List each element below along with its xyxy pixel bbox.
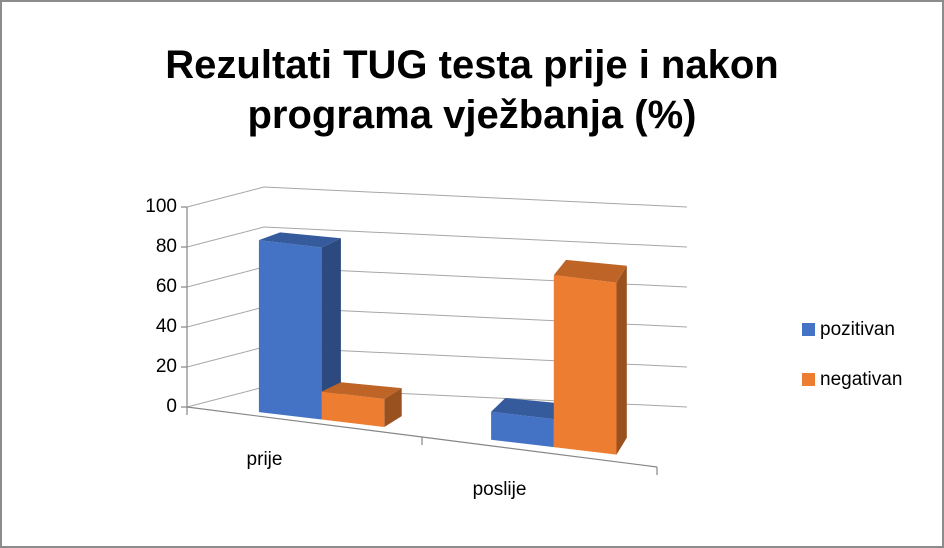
y-tick-label: 60 — [156, 276, 177, 297]
bar-front — [258, 240, 322, 420]
legend-swatch — [802, 373, 815, 386]
bar-front — [491, 411, 554, 448]
bar — [553, 259, 627, 455]
bar — [491, 398, 566, 448]
bar-top — [321, 382, 402, 399]
y-tick-label: 0 — [166, 396, 177, 417]
bar-front — [321, 391, 385, 427]
bar-top — [258, 232, 341, 248]
y-tick-label: 80 — [156, 236, 177, 257]
bar-top — [553, 259, 627, 283]
y-tick-label: 40 — [156, 316, 177, 337]
bar-front — [553, 275, 617, 455]
bar — [258, 232, 341, 420]
legend-label: negativan — [820, 369, 902, 390]
chart-title: Rezultati TUG testa prije i nakon progra… — [165, 43, 779, 137]
y-tick-label: 100 — [145, 196, 177, 217]
legend-swatch — [802, 323, 815, 336]
grid-line — [186, 226, 688, 248]
bar-side — [616, 265, 627, 455]
bar-side — [321, 238, 341, 420]
grid-line — [186, 186, 688, 208]
x-tick-label: poslije — [473, 479, 527, 500]
x-tick-label: prije — [247, 449, 283, 470]
legend-label: pozitivan — [820, 319, 895, 340]
bar — [321, 382, 402, 427]
bar-side — [384, 388, 402, 427]
bar-top — [491, 398, 566, 420]
y-tick-label: 20 — [156, 356, 177, 377]
